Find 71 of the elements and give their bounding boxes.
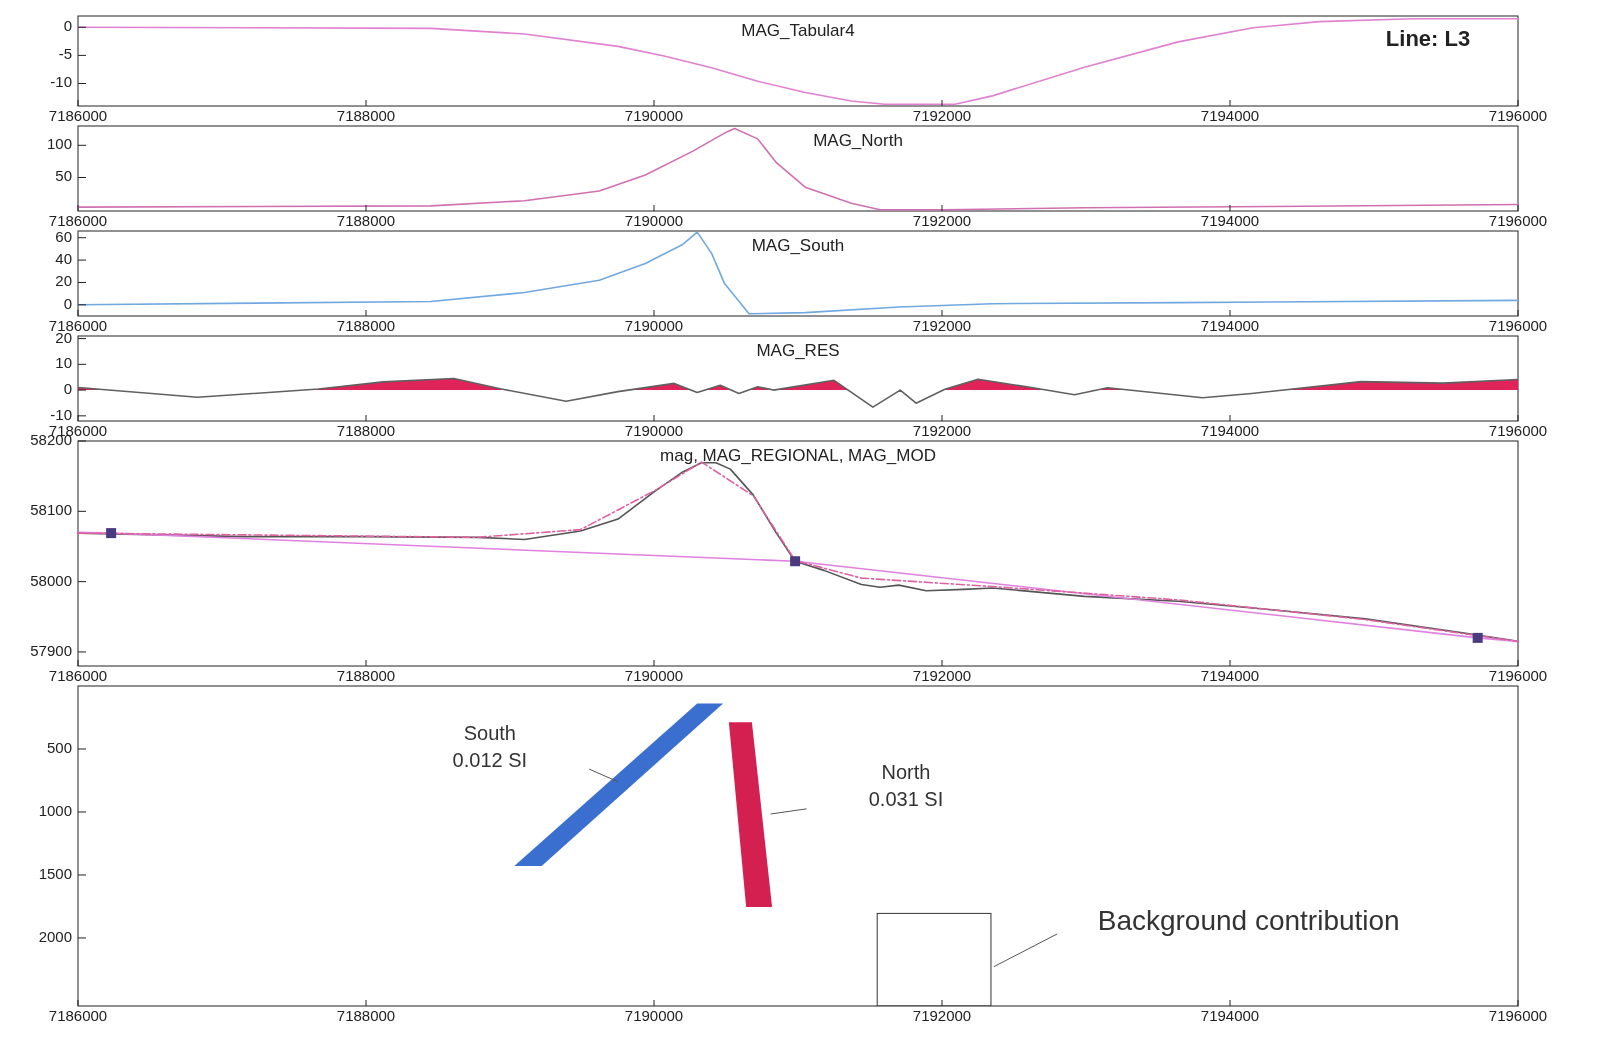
point (790, 556, 801, 567)
x-tick-label: 7190000 (624, 212, 684, 229)
x-tick-label: 7186000 (48, 212, 108, 229)
x-tick-label: 7186000 (48, 1007, 108, 1024)
x-tick-label: 7190000 (624, 1007, 684, 1024)
chart-title: MAG_RES (756, 341, 840, 360)
x-tick-label: 7194000 (1200, 107, 1260, 124)
annotation: South (463, 722, 516, 745)
x-tick-label: 7190000 (624, 667, 684, 684)
x-tick-label: 7188000 (336, 317, 396, 334)
x-tick-label: 7192000 (912, 212, 972, 229)
y-tick-label: 0 (63, 17, 72, 35)
x-tick-label: 7192000 (912, 1007, 972, 1024)
line-series (77, 18, 1519, 106)
x-tick-label: 7188000 (336, 212, 396, 229)
point (106, 528, 117, 539)
y-tick-label: 58000 (30, 571, 72, 589)
y-tick-label: -10 (50, 405, 72, 423)
x-tick-label: 7190000 (624, 107, 684, 124)
y-tick-label: 10 (55, 354, 72, 372)
x-tick-label: 7190000 (624, 422, 684, 439)
line-series (77, 127, 1519, 211)
y-tick-label: 500 (46, 738, 72, 756)
x-tick-label: 7196000 (1488, 422, 1548, 439)
annotation: 0.031 SI (868, 787, 944, 810)
x-tick-label: 7194000 (1200, 317, 1260, 334)
x-tick-label: 7192000 (912, 107, 972, 124)
line-series (77, 231, 1519, 315)
y-tick-label: 50 (55, 167, 72, 185)
y-tick-label: 58100 (30, 501, 72, 519)
annotation: North (881, 761, 931, 784)
y-tick-label: 40 (55, 250, 72, 268)
annotation: 0.012 SI (452, 748, 528, 771)
y-tick-label: 0 (63, 294, 72, 312)
y-tick-label: 2000 (38, 927, 72, 945)
x-tick-label: 7188000 (336, 422, 396, 439)
y-tick-label: -10 (50, 73, 72, 91)
x-tick-label: 7196000 (1488, 212, 1548, 229)
text: Line: L3 (1385, 26, 1471, 51)
x-tick-label: 7186000 (48, 667, 108, 684)
annotation: Background contribution (1097, 905, 1400, 937)
chart-title: MAG_Tabular4 (741, 21, 855, 40)
x-tick-label: 7196000 (1488, 667, 1548, 684)
x-tick-label: 7194000 (1200, 212, 1260, 229)
y-tick-label: 1500 (38, 864, 72, 882)
x-tick-label: 7196000 (1488, 107, 1548, 124)
y-tick-label: 1000 (38, 801, 72, 819)
point (1472, 632, 1483, 643)
x-tick-label: 7192000 (912, 317, 972, 334)
x-tick-label: 7192000 (912, 422, 972, 439)
y-tick-label: 57900 (30, 641, 72, 659)
x-tick-label: 7194000 (1200, 667, 1260, 684)
chart-title: MAG_South (751, 236, 845, 255)
x-tick-label: 7192000 (912, 667, 972, 684)
x-tick-label: 7194000 (1200, 1007, 1260, 1024)
chart-title: mag, MAG_REGIONAL, MAG_MOD (660, 446, 936, 465)
y-tick-label: 20 (55, 272, 72, 290)
x-tick-label: 7188000 (336, 667, 396, 684)
y-tick-label: 60 (55, 227, 72, 245)
y-tick-label: 0 (63, 380, 72, 398)
x-tick-label: 7194000 (1200, 422, 1260, 439)
x-tick-label: 7186000 (48, 107, 108, 124)
chart-title: MAG_North (813, 131, 903, 150)
x-tick-label: 7186000 (48, 317, 108, 334)
y-tick-label: -5 (58, 45, 72, 63)
x-tick-label: 7188000 (336, 1007, 396, 1024)
x-tick-label: 7188000 (336, 107, 396, 124)
y-tick-label: 100 (46, 135, 72, 153)
x-tick-label: 7196000 (1488, 1007, 1548, 1024)
x-tick-label: 7196000 (1488, 317, 1548, 334)
x-tick-label: 7190000 (624, 317, 684, 334)
